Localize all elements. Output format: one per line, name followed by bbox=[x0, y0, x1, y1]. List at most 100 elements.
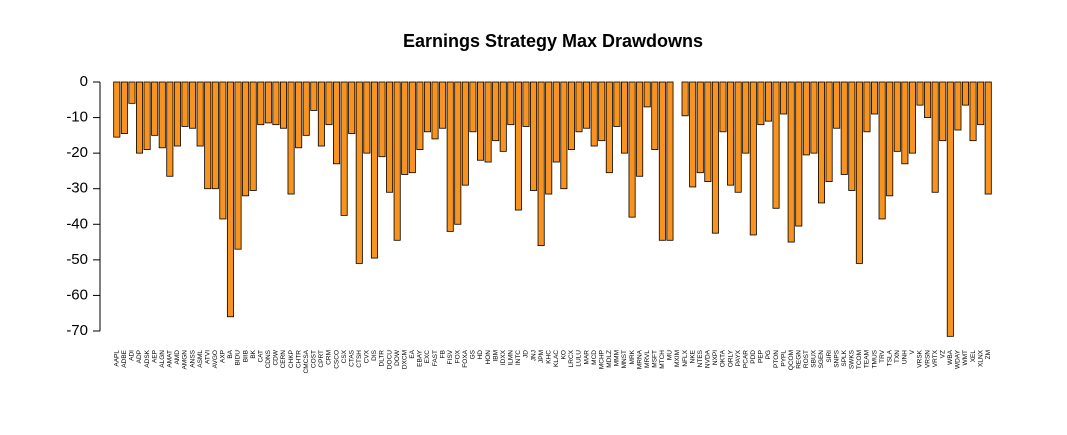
x-tick-label: ORLY bbox=[727, 349, 734, 367]
x-tick-label: MAR bbox=[583, 350, 590, 365]
x-tick-label: MCHP bbox=[598, 350, 605, 369]
bar bbox=[598, 81, 606, 142]
x-tick-label: SBUX bbox=[811, 349, 818, 367]
bar bbox=[128, 81, 136, 104]
bar bbox=[530, 81, 538, 191]
bar bbox=[545, 81, 553, 195]
bar bbox=[560, 81, 568, 190]
bar bbox=[742, 81, 750, 154]
x-tick-label: SIRI bbox=[826, 350, 833, 363]
x-tick-label: JNJ bbox=[530, 350, 537, 361]
bar bbox=[363, 81, 371, 154]
x-tick-label: AMD bbox=[174, 350, 181, 365]
x-tick-label: PCAR bbox=[742, 350, 749, 368]
x-tick-label: MRNA bbox=[636, 349, 643, 369]
y-tick-label: -30 bbox=[66, 180, 88, 197]
bar bbox=[492, 81, 500, 142]
bar bbox=[340, 81, 348, 216]
x-tick-label: KO bbox=[561, 350, 568, 359]
bar bbox=[764, 81, 772, 122]
x-tick-label: CDNS bbox=[265, 349, 272, 368]
x-tick-label: JD bbox=[523, 350, 530, 358]
bar bbox=[477, 81, 485, 161]
x-tick-label: KLAC bbox=[553, 350, 560, 367]
bar bbox=[651, 81, 659, 150]
bar bbox=[681, 81, 689, 117]
bar bbox=[734, 81, 742, 193]
x-tick-label: WMT bbox=[962, 350, 969, 366]
bar bbox=[787, 81, 795, 243]
bar bbox=[946, 81, 954, 337]
x-tick-label: CHKP bbox=[288, 350, 295, 368]
x-tick-label: ATVI bbox=[204, 350, 211, 364]
x-tick-label: FOX bbox=[454, 349, 461, 363]
bar bbox=[181, 81, 189, 127]
x-tick-label: EBAY bbox=[417, 349, 424, 367]
x-tick-label: CHTR bbox=[295, 350, 302, 368]
bar bbox=[370, 81, 378, 259]
bar bbox=[878, 81, 886, 220]
bar bbox=[590, 81, 598, 147]
x-tick-label: NTES bbox=[697, 349, 704, 367]
x-tick-label: WBA bbox=[947, 349, 954, 364]
x-tick-label: CRM bbox=[326, 350, 333, 365]
x-tick-label: ADP bbox=[136, 350, 143, 363]
bar bbox=[189, 81, 197, 129]
x-tick-label: CSCO bbox=[333, 350, 340, 369]
bar bbox=[613, 81, 621, 127]
bar bbox=[454, 81, 462, 225]
x-tick-label: MTCH bbox=[659, 350, 666, 369]
bar bbox=[643, 81, 651, 108]
bar bbox=[113, 81, 121, 138]
x-tick-label: ANSS bbox=[189, 349, 196, 367]
bar bbox=[908, 81, 916, 154]
x-tick-label: AEP bbox=[151, 350, 158, 363]
x-tick-label: BK bbox=[250, 349, 257, 358]
x-tick-label: OKTA bbox=[720, 349, 727, 367]
x-tick-label: AXP bbox=[220, 350, 227, 363]
x-tick-label: AMGN bbox=[182, 350, 189, 370]
bar bbox=[166, 81, 174, 177]
bar bbox=[461, 81, 469, 186]
bar bbox=[120, 81, 128, 134]
bar bbox=[696, 81, 704, 174]
x-tick-label: PAYX bbox=[735, 349, 742, 366]
bar bbox=[825, 81, 833, 182]
x-tick-label: AVGO bbox=[212, 350, 219, 368]
bar bbox=[355, 81, 363, 264]
x-tick-label: BIDU bbox=[235, 350, 242, 366]
x-tick-label: WDAY bbox=[955, 349, 962, 369]
x-tick-label: REGN bbox=[795, 350, 802, 369]
bar bbox=[537, 81, 545, 247]
bar bbox=[863, 81, 871, 133]
x-tick-label: GS bbox=[470, 349, 477, 359]
bar bbox=[901, 81, 909, 165]
bar bbox=[416, 81, 424, 150]
x-tick-label: ASML bbox=[197, 350, 204, 368]
x-tick-label: V bbox=[909, 349, 916, 354]
bar bbox=[287, 81, 295, 195]
bar bbox=[423, 81, 431, 133]
x-tick-label: DIS bbox=[371, 349, 378, 361]
bar bbox=[893, 81, 901, 152]
bar bbox=[514, 81, 522, 211]
x-tick-label: ALGN bbox=[159, 350, 166, 368]
bar bbox=[279, 81, 288, 129]
bar bbox=[969, 81, 977, 142]
x-tick-label: NKE bbox=[689, 349, 696, 363]
bar bbox=[333, 81, 341, 165]
bar bbox=[204, 81, 212, 190]
bar bbox=[939, 81, 947, 142]
x-tick-label: TXN bbox=[894, 350, 901, 363]
x-tick-label: FISV bbox=[447, 349, 454, 364]
x-tick-label: ZM bbox=[985, 350, 992, 359]
x-tick-label: MRVL bbox=[644, 350, 651, 368]
x-tick-label: CVX bbox=[364, 349, 371, 363]
x-tick-label: MXIM bbox=[674, 350, 681, 367]
x-tick-label: UNH bbox=[902, 350, 909, 364]
y-tick-label: 0 bbox=[80, 73, 88, 90]
x-tick-label: MDLZ bbox=[606, 350, 613, 368]
bar bbox=[961, 81, 969, 106]
bar bbox=[401, 81, 409, 175]
